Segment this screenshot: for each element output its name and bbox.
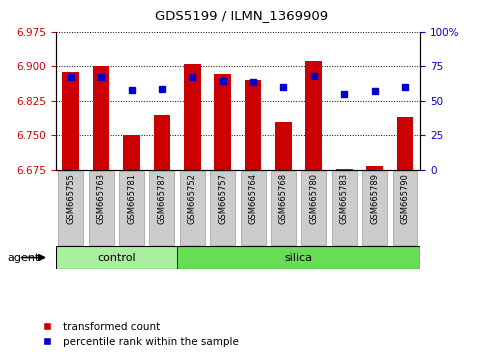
Bar [62, 72, 79, 170]
Bar [177, 246, 420, 269]
Text: GSM665787: GSM665787 [157, 173, 167, 224]
Bar [241, 171, 266, 245]
Bar [301, 171, 327, 245]
Text: GSM665790: GSM665790 [400, 173, 410, 224]
Text: GSM665783: GSM665783 [340, 173, 349, 224]
Text: agent: agent [7, 252, 40, 263]
Text: silica: silica [284, 252, 313, 263]
Bar [89, 171, 114, 245]
Bar [397, 117, 413, 170]
Text: GDS5199 / ILMN_1369909: GDS5199 / ILMN_1369909 [155, 9, 328, 22]
Bar [332, 171, 357, 245]
Text: GSM665781: GSM665781 [127, 173, 136, 224]
Bar [119, 171, 144, 245]
Bar [58, 171, 83, 245]
Bar [305, 61, 322, 170]
Bar [362, 171, 387, 245]
Text: GSM665789: GSM665789 [370, 173, 379, 224]
Bar [214, 74, 231, 170]
Bar [245, 80, 261, 170]
Bar [123, 135, 140, 170]
Text: GSM665752: GSM665752 [188, 173, 197, 224]
Text: GSM665757: GSM665757 [218, 173, 227, 224]
Bar [336, 169, 353, 170]
Text: GSM665764: GSM665764 [249, 173, 257, 224]
Text: GSM665755: GSM665755 [66, 173, 75, 224]
Bar [275, 121, 292, 170]
Bar [393, 171, 417, 245]
Text: GSM665763: GSM665763 [97, 173, 106, 224]
Bar [93, 66, 110, 170]
Bar [184, 64, 200, 170]
Bar [56, 246, 177, 269]
Bar [180, 171, 205, 245]
Bar [366, 166, 383, 170]
Bar [154, 115, 170, 170]
Bar [149, 171, 174, 245]
Bar [210, 171, 235, 245]
Text: control: control [97, 252, 136, 263]
Bar [271, 171, 296, 245]
Text: GSM665780: GSM665780 [309, 173, 318, 224]
Legend: transformed count, percentile rank within the sample: transformed count, percentile rank withi… [37, 322, 239, 347]
Text: GSM665768: GSM665768 [279, 173, 288, 224]
